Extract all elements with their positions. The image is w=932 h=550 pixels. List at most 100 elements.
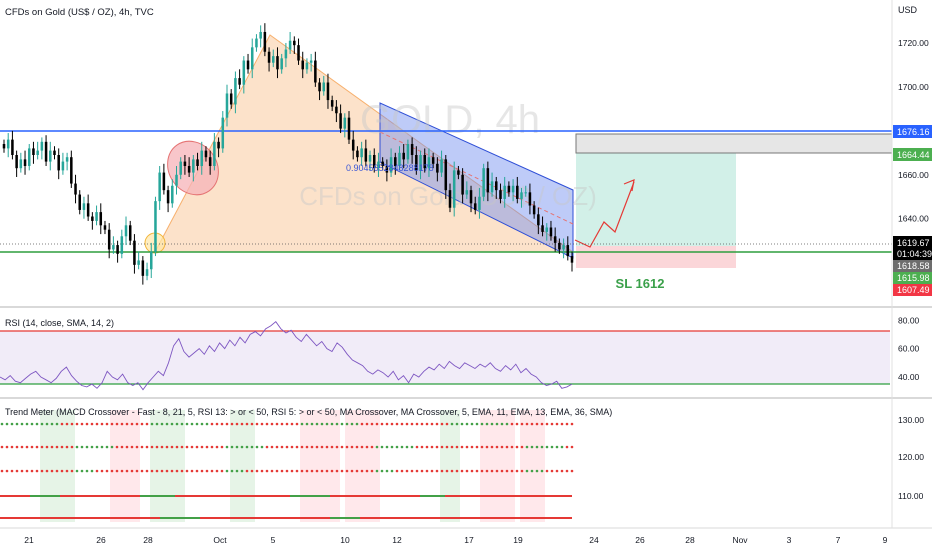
candle-body[interactable] (145, 269, 149, 276)
candle-body[interactable] (250, 47, 254, 70)
candle-body[interactable] (74, 183, 77, 195)
candle-body[interactable] (246, 60, 250, 70)
candle-body[interactable] (204, 150, 208, 158)
candle-body[interactable] (364, 148, 368, 162)
candle-body[interactable] (133, 240, 136, 265)
candle-body[interactable] (490, 181, 494, 193)
candle-body[interactable] (179, 161, 182, 175)
candle-body[interactable] (377, 161, 380, 169)
candle-body[interactable] (385, 165, 389, 173)
candle-body[interactable] (398, 152, 401, 166)
candle-body[interactable] (208, 157, 212, 166)
candle-body[interactable] (120, 236, 124, 254)
candle-body[interactable] (91, 216, 94, 221)
candle-body[interactable] (124, 225, 128, 237)
badge-resistance[interactable] (893, 125, 932, 138)
candle-body[interactable] (183, 161, 187, 166)
candle-body[interactable] (196, 159, 199, 166)
candle-body[interactable] (255, 38, 258, 48)
candle-body[interactable] (503, 185, 506, 199)
candle-body[interactable] (368, 155, 372, 162)
target-zone[interactable] (576, 153, 736, 246)
candle-body[interactable] (406, 144, 410, 160)
candle-body[interactable] (44, 141, 48, 162)
candle-body[interactable] (82, 203, 86, 210)
candle-body[interactable] (192, 159, 195, 173)
candle-body[interactable] (452, 170, 456, 208)
candle-body[interactable] (545, 227, 549, 232)
candle-body[interactable] (305, 62, 309, 70)
candle-body[interactable] (187, 165, 191, 173)
candle-body[interactable] (23, 159, 27, 166)
candle-body[interactable] (11, 139, 14, 155)
candle-body[interactable] (116, 245, 119, 254)
candle-body[interactable] (482, 168, 485, 197)
candle-body[interactable] (234, 78, 237, 105)
candle-body[interactable] (566, 245, 570, 257)
harmonic-pattern-fill[interactable] (155, 35, 573, 252)
candle-body[interactable] (86, 203, 90, 217)
candle-body[interactable] (217, 141, 220, 149)
badge-stop[interactable] (893, 284, 932, 296)
candle-body[interactable] (507, 185, 511, 193)
candle-body[interactable] (301, 60, 304, 70)
candle-body[interactable] (225, 93, 229, 118)
candle-body[interactable] (162, 172, 166, 191)
candle-body[interactable] (389, 157, 393, 173)
resistance-box[interactable] (575, 133, 893, 154)
candle-body[interactable] (537, 214, 540, 226)
candle-body[interactable] (322, 82, 326, 92)
candle-body[interactable] (356, 150, 359, 158)
candle-body[interactable] (36, 150, 39, 155)
candle-body[interactable] (70, 157, 73, 184)
candle-body[interactable] (558, 242, 561, 250)
candle-body[interactable] (330, 100, 334, 107)
candle-body[interactable] (272, 56, 275, 63)
candle-body[interactable] (107, 229, 111, 250)
candle-body[interactable] (293, 40, 296, 46)
rsi-line[interactable] (0, 321, 573, 391)
candle-body[interactable] (381, 161, 384, 166)
candle-body[interactable] (402, 152, 405, 160)
candle-body[interactable] (335, 106, 338, 114)
candle-body[interactable] (473, 203, 477, 210)
candle-body[interactable] (297, 45, 300, 61)
candle-body[interactable] (440, 159, 443, 173)
candle-body[interactable] (444, 159, 448, 191)
candle-body[interactable] (175, 174, 178, 186)
candle-body[interactable] (562, 245, 565, 250)
candle-body[interactable] (431, 157, 435, 164)
candle-body[interactable] (457, 170, 460, 175)
candle-body[interactable] (532, 205, 536, 215)
candle-body[interactable] (53, 150, 56, 155)
candle-body[interactable] (137, 260, 140, 265)
candle-body[interactable] (259, 31, 262, 39)
candle-body[interactable] (448, 190, 452, 208)
badge-target[interactable] (893, 148, 932, 161)
candle-body[interactable] (267, 51, 271, 63)
candle-body[interactable] (326, 82, 330, 101)
candle-body[interactable] (2, 144, 6, 149)
stop-zone[interactable] (576, 246, 736, 268)
candle-body[interactable] (141, 260, 145, 276)
candle-body[interactable] (318, 82, 321, 92)
candle-body[interactable] (520, 192, 523, 199)
candle-body[interactable] (394, 157, 397, 166)
candle-body[interactable] (511, 185, 515, 193)
candle-body[interactable] (6, 139, 10, 149)
time-axis[interactable]: 21 26 28 Oct 5 10 12 17 19 24 26 28 Nov 3 7 9 (24, 535, 887, 545)
candle-body[interactable] (288, 40, 292, 50)
badge-green-level[interactable] (893, 272, 932, 284)
candle-body[interactable] (499, 190, 502, 199)
candle-body[interactable] (427, 157, 431, 169)
candle-body[interactable] (469, 190, 473, 204)
candle-body[interactable] (103, 225, 107, 230)
candle-body[interactable] (78, 194, 81, 210)
candle-body[interactable] (360, 148, 363, 158)
candle-body[interactable] (478, 196, 481, 210)
candle-body[interactable] (486, 168, 490, 193)
candle-body[interactable] (419, 155, 422, 171)
candle-body[interactable] (95, 212, 98, 221)
candle-body[interactable] (461, 174, 464, 195)
candle-body[interactable] (276, 56, 279, 70)
